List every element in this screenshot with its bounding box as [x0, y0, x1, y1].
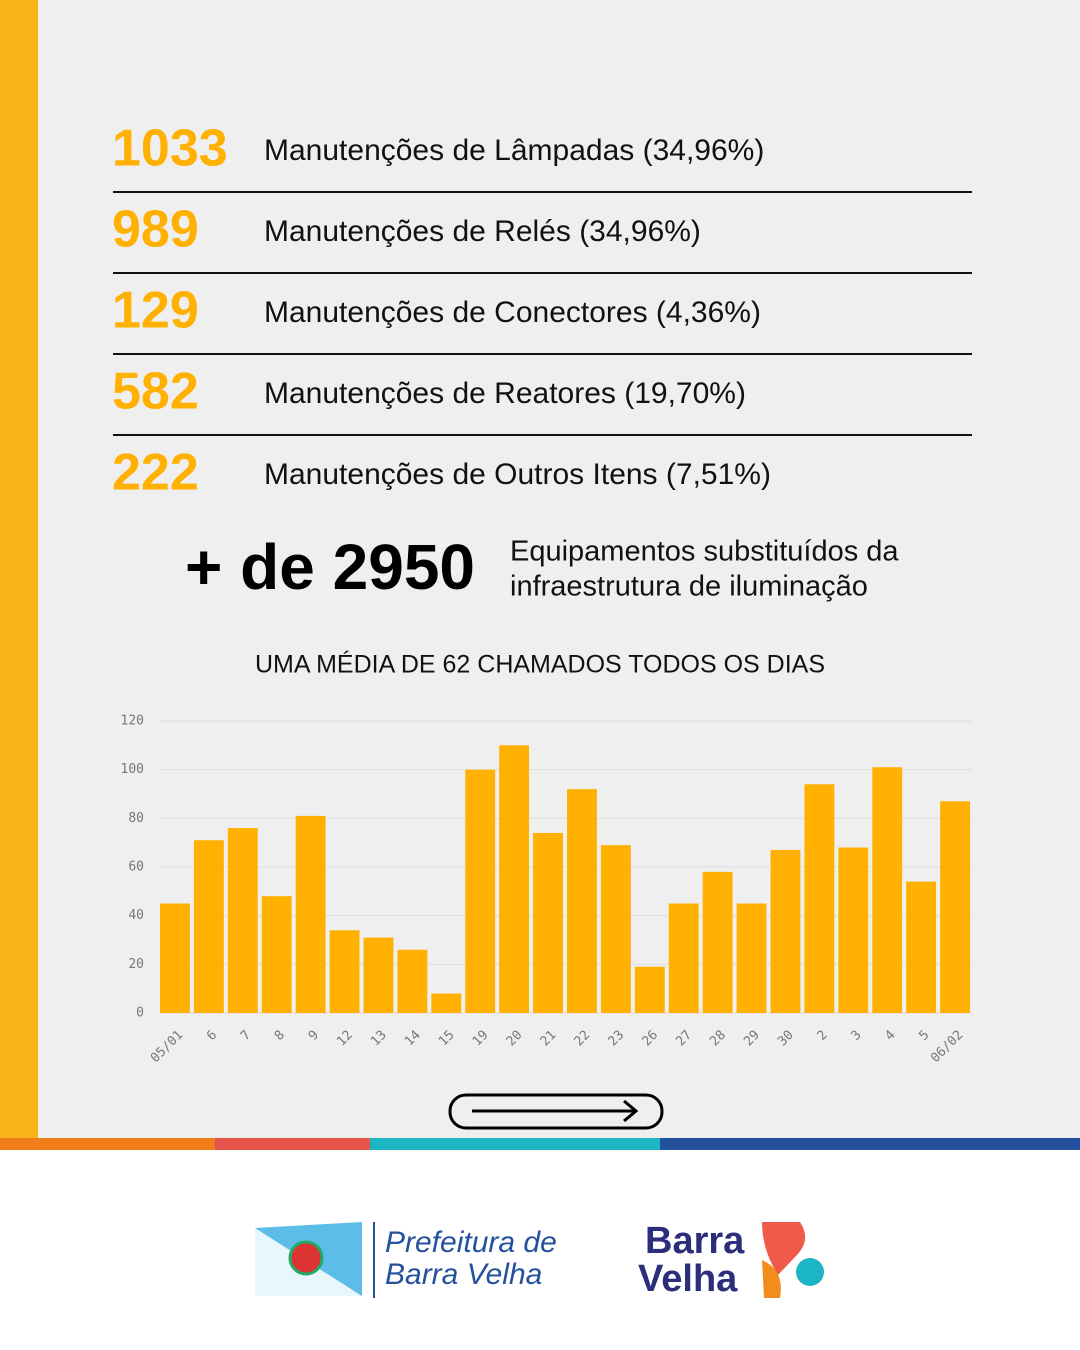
bar — [533, 832, 563, 1013]
stat-label: Manutenções de Relés (34,96%) — [264, 215, 701, 248]
chart-title: UMA MÉDIA DE 62 CHAMADOS TODOS OS DIAS — [255, 650, 825, 679]
bar — [872, 767, 903, 1013]
bar — [567, 789, 597, 1013]
bar — [940, 801, 970, 1013]
brand-logo-text: Velha — [638, 1258, 738, 1300]
bar — [227, 828, 258, 1013]
y-tick-label: 40 — [128, 908, 144, 923]
bar — [193, 840, 224, 1013]
y-tick-label: 80 — [128, 811, 144, 826]
bar — [465, 769, 496, 1013]
brand-icon — [762, 1260, 781, 1298]
y-tick-label: 100 — [121, 762, 144, 777]
brand-icon — [796, 1258, 824, 1286]
bar — [634, 966, 665, 1013]
coat-of-arms — [288, 1240, 324, 1276]
highlight-text: Equipamentos substituídos da — [510, 536, 899, 568]
brand-logo-text: Barra — [645, 1220, 745, 1262]
bar — [600, 845, 631, 1013]
stat-label: Manutenções de Outros Itens (7,51%) — [264, 458, 771, 491]
arrow-head — [623, 1099, 639, 1123]
bar — [838, 847, 869, 1013]
bar — [261, 896, 292, 1013]
city-logo-text: Prefeitura de — [385, 1226, 557, 1259]
stat-value: 582 — [112, 363, 199, 421]
y-tick-label: 60 — [128, 860, 144, 875]
bar — [397, 949, 428, 1013]
bar — [431, 993, 462, 1013]
stat-value: 1033 — [112, 120, 228, 178]
highlight-value: + de 2950 — [185, 531, 475, 603]
y-tick-label: 0 — [136, 1006, 144, 1021]
color-band — [0, 1138, 215, 1150]
bar — [160, 903, 190, 1013]
bar — [804, 784, 835, 1013]
bar — [295, 815, 326, 1013]
bar — [363, 937, 394, 1013]
y-tick-label: 120 — [121, 714, 144, 729]
stat-value: 129 — [112, 282, 199, 340]
next-button[interactable] — [448, 1093, 664, 1130]
city-logo-text: Barra Velha — [385, 1258, 542, 1291]
bar — [702, 871, 733, 1013]
color-band — [215, 1138, 370, 1150]
bar — [329, 930, 360, 1013]
bar — [736, 903, 767, 1013]
stat-label: Manutenções de Reatores (19,70%) — [264, 377, 746, 410]
bar — [906, 881, 937, 1013]
y-tick-label: 20 — [128, 957, 144, 972]
side-strip — [0, 0, 38, 1138]
stat-value: 222 — [112, 444, 199, 502]
bar — [770, 849, 801, 1013]
highlight-text: infraestrutura de iluminação — [510, 571, 868, 603]
stat-value: 989 — [112, 201, 199, 259]
stat-label: Manutenções de Conectores (4,36%) — [264, 296, 761, 329]
bar — [668, 903, 699, 1013]
bar — [499, 745, 530, 1013]
color-band — [370, 1138, 660, 1150]
stat-label: Manutenções de Lâmpadas (34,96%) — [264, 134, 764, 167]
color-band — [660, 1138, 1080, 1150]
footer — [0, 1150, 1080, 1350]
brand-icon — [762, 1222, 806, 1275]
